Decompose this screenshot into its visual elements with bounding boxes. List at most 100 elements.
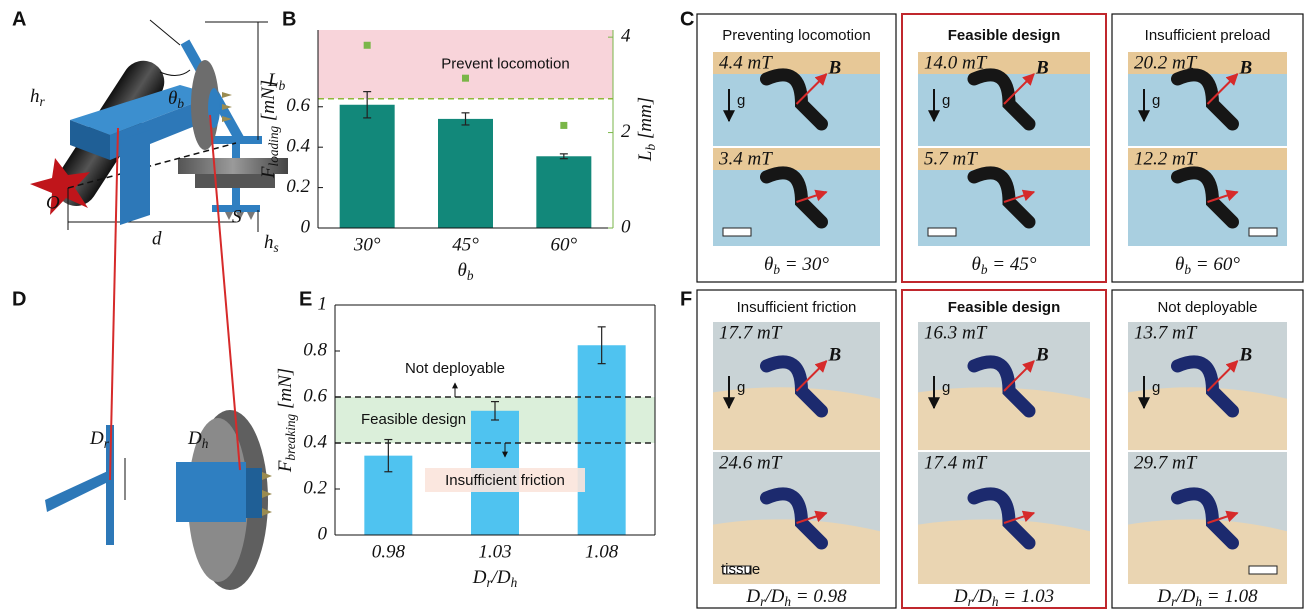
- x-tick-label: 30°: [353, 234, 381, 255]
- label-l-b-part: b: [279, 78, 286, 93]
- x-tick-label: 45°: [452, 234, 479, 255]
- bar: [536, 156, 591, 228]
- x-axis-label-part: θ: [458, 260, 467, 281]
- annotation: Not deployable: [405, 360, 505, 377]
- y-axis-label-part: F: [258, 166, 279, 179]
- label-d-r-part: r: [104, 436, 110, 451]
- gravity-label: g: [1152, 92, 1160, 109]
- vector-label: B: [1239, 344, 1253, 365]
- label-h-s-part: s: [274, 240, 279, 255]
- marker: [462, 75, 469, 82]
- column-caption-part: /D: [764, 586, 784, 607]
- y2-axis-label-part: [mm]: [635, 97, 656, 144]
- label-h-r-part: h: [30, 86, 40, 107]
- column-caption-part: θ: [1175, 254, 1184, 275]
- y-tick-label: 0.4: [286, 136, 310, 157]
- x-tick-label: 1.03: [478, 541, 511, 562]
- x-axis-label-part: h: [511, 575, 518, 590]
- column-title: Feasible design: [948, 299, 1061, 316]
- column-caption-part: D: [1156, 586, 1171, 607]
- column-caption-part: /D: [972, 586, 992, 607]
- y-axis-label-part: [mN]: [275, 368, 296, 414]
- label-theta-b-part: θ: [168, 88, 177, 109]
- y-tick-label: 0.8: [303, 339, 327, 360]
- field-label: 24.6 mT: [719, 452, 783, 473]
- column-caption-part: = 1.03: [999, 586, 1055, 607]
- gravity-label: g: [942, 92, 950, 109]
- panel-label: D: [12, 288, 26, 310]
- label-d-r-part: D: [89, 428, 104, 449]
- y-tick-label: 0: [318, 523, 328, 544]
- y2-axis-label-part: L: [635, 151, 656, 163]
- field-label: 12.2 mT: [1134, 148, 1198, 169]
- gravity-label: g: [737, 379, 745, 396]
- tissue-label: tissue: [721, 561, 760, 578]
- column-caption-part: θ: [764, 254, 773, 275]
- y-tick-label: 0.2: [286, 176, 310, 197]
- label-h-s: hs: [264, 232, 279, 255]
- bar: [438, 119, 493, 228]
- field-label: 13.7 mT: [1134, 322, 1198, 343]
- region-label: Feasible design: [361, 411, 466, 428]
- vector-label: B: [1035, 57, 1049, 78]
- photo-tissue: [1128, 387, 1287, 450]
- field-label: 17.4 mT: [924, 452, 988, 473]
- vector-label: B: [828, 344, 842, 365]
- y-axis-label-part: [mN]: [258, 80, 279, 126]
- y2-tick-label: 4: [621, 26, 631, 47]
- vector-label: B: [1239, 57, 1253, 78]
- x-axis-label-part: /D: [491, 567, 511, 588]
- panel-label: E: [299, 288, 312, 310]
- x-axis-label: Dr/Dh: [472, 567, 518, 590]
- annotation: Insufficient friction: [445, 472, 565, 489]
- vector-label: B: [828, 57, 842, 78]
- label-o: O: [46, 192, 60, 213]
- label-h-r-part: r: [40, 94, 46, 109]
- x-tick-label: 1.08: [585, 541, 619, 562]
- y-axis-label: Fbreaking [mN]: [275, 368, 298, 473]
- vector-label: B: [1035, 344, 1049, 365]
- y-tick-label: 0.6: [286, 95, 310, 116]
- bar: [578, 345, 626, 535]
- y2-tick-label: 0: [621, 216, 631, 237]
- column-caption-part: = 30°: [780, 254, 829, 275]
- label-d-h-part: D: [187, 428, 202, 449]
- field-label: 5.7 mT: [924, 148, 978, 169]
- label-h-r: hr: [30, 86, 46, 109]
- y-tick-label: 0.6: [303, 385, 327, 406]
- column-caption-part: = 1.08: [1202, 586, 1258, 607]
- y-axis-label-part: breaking: [283, 413, 298, 460]
- column-caption-part: = 45°: [988, 254, 1037, 275]
- column-title: Preventing locomotion: [722, 27, 870, 44]
- column-caption-part: D: [953, 586, 968, 607]
- scale-bar: [1249, 566, 1277, 574]
- marker: [364, 42, 371, 49]
- field-label: 16.3 mT: [924, 322, 988, 343]
- x-axis-label-part: b: [467, 268, 474, 283]
- column-caption-part: θ: [972, 254, 981, 275]
- field-label: 4.4 mT: [719, 52, 773, 73]
- field-label: 14.0 mT: [924, 52, 988, 73]
- marker: [560, 122, 567, 129]
- x-axis-label-part: D: [472, 567, 487, 588]
- column-caption-part: = 0.98: [791, 586, 847, 607]
- panel-label: F: [680, 288, 692, 310]
- photo-tissue: [918, 519, 1090, 584]
- x-axis-label: θb: [458, 260, 474, 283]
- field-label: 17.7 mT: [719, 322, 783, 343]
- scale-bar: [1249, 228, 1277, 236]
- photo-tissue: [918, 387, 1090, 450]
- field-label: 29.7 mT: [1134, 452, 1198, 473]
- column-title: Not deployable: [1157, 299, 1257, 316]
- region-label: Prevent locomotion: [441, 55, 569, 72]
- column-title: Insufficient preload: [1145, 27, 1271, 44]
- gravity-label: g: [737, 92, 745, 109]
- y2-tick-label: 2: [621, 121, 631, 142]
- x-tick-label: 0.98: [372, 541, 406, 562]
- panel-label: C: [680, 8, 694, 30]
- photo-tissue: [713, 387, 880, 450]
- label-d-h-part: h: [202, 436, 209, 451]
- label-h-s-part: h: [264, 232, 274, 253]
- field-label: 3.4 mT: [718, 148, 773, 169]
- y-tick-label: 0: [301, 216, 311, 237]
